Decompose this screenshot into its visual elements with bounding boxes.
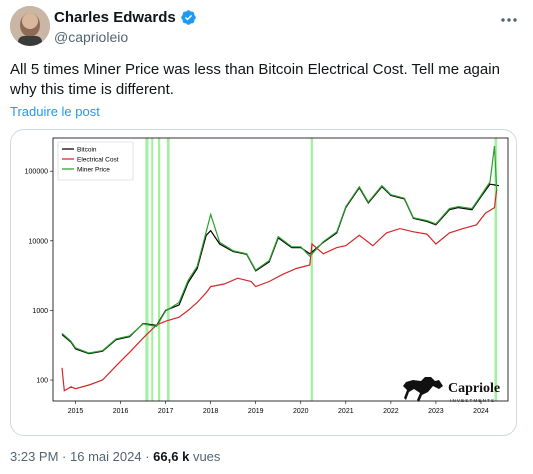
horse-logo-icon bbox=[403, 377, 443, 402]
author-handle[interactable]: @caprioleio bbox=[54, 29, 129, 45]
y-tick-label: 10000 bbox=[29, 238, 49, 245]
verified-badge-icon bbox=[180, 10, 196, 25]
chart-legend: Bitcoin Electrical Cost Miner Price bbox=[57, 141, 134, 181]
series-line-bitcoin bbox=[61, 183, 500, 355]
meta-separator: · bbox=[62, 449, 67, 464]
legend-label: Miner Price bbox=[77, 167, 110, 174]
tweet-meta: 3:23 PM · 16 mai 2024 · 66,6 k vues bbox=[10, 449, 220, 464]
tweet-text: All 5 times Miner Price was less than Bi… bbox=[10, 61, 500, 98]
x-tick-label: 2019 bbox=[248, 408, 264, 415]
series-line-miner-price bbox=[61, 145, 498, 354]
highlight-band-3 bbox=[166, 138, 170, 401]
chart-svg: 100 1000 10000 100000 2015 2016 2017 2018 2019 2… bbox=[25, 137, 509, 415]
y-tick-label: 1000 bbox=[32, 308, 48, 315]
plot-frame bbox=[52, 137, 509, 402]
highlight-band-0 bbox=[145, 138, 149, 401]
legend-label: Bitcoin bbox=[77, 147, 97, 154]
x-tick-label: 2016 bbox=[113, 408, 129, 415]
x-tick-label: 2022 bbox=[383, 408, 399, 415]
legend-box bbox=[57, 141, 134, 181]
y-tick-label: 100000 bbox=[25, 169, 48, 176]
author-name[interactable]: Charles Edwards bbox=[54, 9, 176, 26]
x-tick-label: 2024 bbox=[473, 408, 489, 415]
x-tick-label: 2020 bbox=[293, 408, 309, 415]
meta-separator-2: · bbox=[145, 449, 150, 464]
tweet-date[interactable]: 16 mai 2024 bbox=[70, 449, 142, 464]
chart-image[interactable]: 100 1000 10000 100000 2015 2016 2017 2018 2019 2… bbox=[10, 129, 517, 436]
translate-link[interactable]: Traduire le post bbox=[10, 104, 100, 119]
avatar[interactable] bbox=[10, 6, 50, 46]
x-tick-label: 2017 bbox=[158, 408, 174, 415]
x-tick-label: 2015 bbox=[68, 408, 84, 415]
x-tick-label: 2021 bbox=[338, 408, 354, 415]
author-row: Charles Edwards bbox=[54, 9, 197, 26]
highlight-band-4 bbox=[310, 138, 313, 401]
x-tick-label: 2023 bbox=[428, 408, 444, 415]
highlight-band-1 bbox=[151, 138, 154, 401]
ellipsis-icon[interactable] bbox=[499, 10, 519, 30]
series-line-electrical-cost bbox=[61, 189, 498, 392]
legend-label: Electrical Cost bbox=[77, 157, 119, 164]
y-tick-label: 100 bbox=[36, 378, 48, 385]
views-label: vues bbox=[192, 449, 221, 464]
x-tick-label: 2018 bbox=[203, 408, 219, 415]
logo-name: Capriole bbox=[448, 381, 500, 396]
logo-subtitle: INVESTMENTS bbox=[450, 398, 495, 403]
capriole-logo: Capriole INVESTMENTS bbox=[403, 377, 500, 403]
highlight-band-2 bbox=[157, 138, 161, 401]
tweet-time[interactable]: 3:23 PM bbox=[10, 449, 59, 464]
views-count: 66,6 k bbox=[153, 449, 190, 464]
highlight-band-5 bbox=[494, 138, 498, 401]
